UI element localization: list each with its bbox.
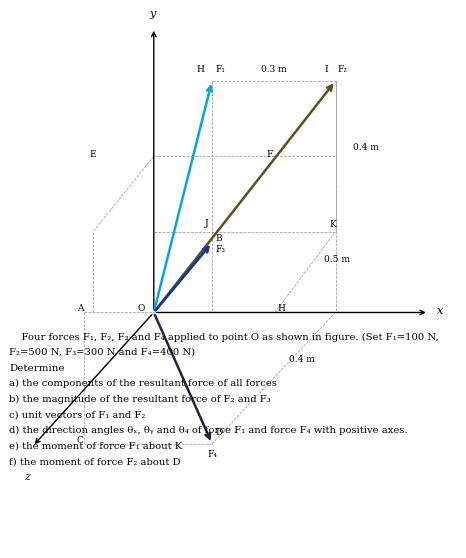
- Text: 0.3 m: 0.3 m: [261, 65, 287, 74]
- Text: C: C: [77, 436, 84, 445]
- Text: b) the magnitude of the resultant force of F₂ and F₃: b) the magnitude of the resultant force …: [9, 395, 271, 404]
- Text: y: y: [150, 9, 156, 19]
- Text: J: J: [205, 219, 209, 228]
- Text: F: F: [267, 150, 273, 158]
- Text: H: H: [277, 304, 285, 312]
- Text: 0.4 m: 0.4 m: [353, 143, 379, 152]
- Text: F₄: F₄: [207, 450, 217, 459]
- Text: 0.4 m: 0.4 m: [289, 355, 315, 364]
- Text: F₁: F₁: [215, 65, 225, 74]
- Text: x: x: [437, 306, 444, 316]
- Text: c) unit vectors of F₁ and F₂: c) unit vectors of F₁ and F₂: [9, 411, 146, 420]
- Text: H: H: [196, 65, 204, 74]
- Text: 0.5 m: 0.5 m: [324, 255, 350, 264]
- Text: O: O: [137, 304, 144, 312]
- Text: Determine: Determine: [9, 364, 65, 373]
- Text: F₂=500 N, F₃=300 N and F₄=400 N): F₂=500 N, F₃=300 N and F₄=400 N): [9, 347, 195, 356]
- Text: A: A: [77, 304, 83, 312]
- Text: I: I: [325, 65, 329, 74]
- Text: e) the moment of force F₁ about K: e) the moment of force F₁ about K: [9, 442, 183, 451]
- Text: z: z: [24, 472, 30, 482]
- Text: d) the direction angles θₓ, θᵧ and θ₄ of force F₁ and force F₄ with positive axe: d) the direction angles θₓ, θᵧ and θ₄ of…: [9, 426, 408, 435]
- Text: a) the components of the resultant force of all forces: a) the components of the resultant force…: [9, 379, 277, 388]
- Text: K: K: [330, 220, 337, 229]
- Text: F₃: F₃: [215, 245, 225, 254]
- Text: D: D: [215, 428, 223, 437]
- Text: B: B: [215, 234, 222, 243]
- Text: f) the moment of force F₂ about D: f) the moment of force F₂ about D: [9, 458, 181, 466]
- Text: Four forces F₁, F₂, F₃ and F₄ applied to point O as shown in figure. (Set F₁=100: Four forces F₁, F₂, F₃ and F₄ applied to…: [9, 333, 439, 342]
- Text: E: E: [90, 150, 96, 158]
- Text: F₂: F₂: [338, 65, 348, 74]
